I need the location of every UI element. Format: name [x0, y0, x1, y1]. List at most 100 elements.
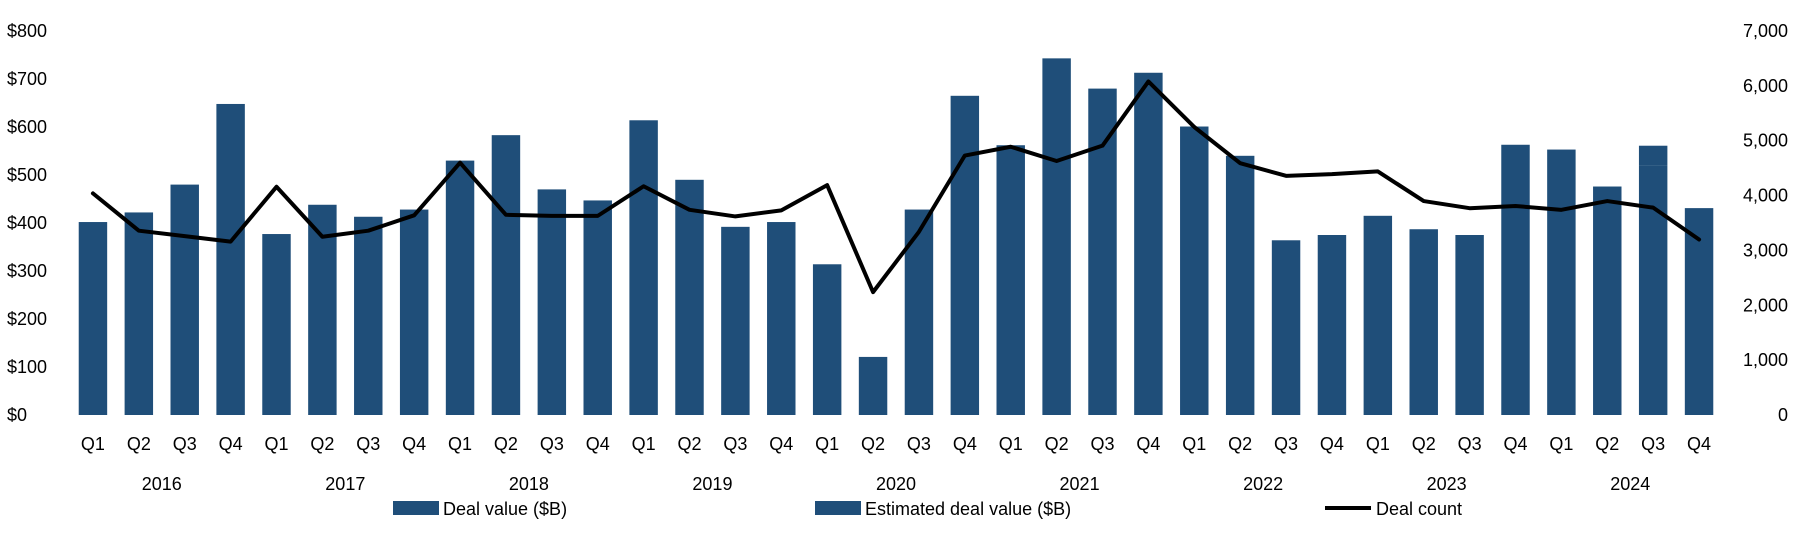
bar-deal-value — [1638, 165, 1668, 415]
year-labels: 2016 2017 2018 2019 2020 2021 2022 2023 2024 — [142, 474, 1650, 494]
bar-deal-value — [767, 222, 796, 415]
bar-deal-value — [1271, 240, 1301, 415]
x-tick-label: Q4 — [1320, 434, 1344, 454]
y2-tick-label: 5,000 — [1743, 131, 1788, 151]
year-label: 2023 — [1427, 474, 1467, 494]
legend-label-deal-value: Deal value ($B) — [443, 499, 567, 519]
x-tick-label: Q4 — [1503, 434, 1527, 454]
bar-deal-value — [904, 209, 934, 415]
bar-deal-value — [491, 135, 521, 415]
x-tick-label: Q2 — [1045, 434, 1069, 454]
year-label: 2021 — [1060, 474, 1100, 494]
legend-swatch-estimated-deal-value — [815, 501, 861, 515]
x-tick-label: Q4 — [769, 434, 793, 454]
bar-deal-value — [1363, 215, 1393, 415]
bar-deal-value — [1684, 208, 1714, 415]
x-tick-label: Q2 — [1228, 434, 1252, 454]
quarter-labels: Q1 Q2 Q3 Q4 Q1 Q2 Q3 Q4 Q1 Q2 Q3 Q4 Q1 Q2 Q3 Q4 Q1 Q2 Q3 Q4… — [81, 434, 1711, 454]
x-tick-label: Q1 — [81, 434, 105, 454]
bar-deal-value — [1455, 235, 1484, 415]
x-tick-label: Q2 — [494, 434, 518, 454]
x-tick-label: Q3 — [1090, 434, 1114, 454]
x-tick-label: Q4 — [1136, 434, 1160, 454]
bar-deal-value — [1225, 155, 1255, 416]
x-tick-label: Q4 — [586, 434, 610, 454]
bar-deal-value — [1593, 186, 1622, 415]
x-tick-label: Q2 — [127, 434, 151, 454]
bar-deal-value — [1134, 72, 1163, 415]
bar-deal-value — [1180, 126, 1209, 416]
x-tick-label: Q4 — [219, 434, 243, 454]
line-layer — [90, 79, 1702, 295]
bar-deal-value — [262, 234, 291, 415]
right-axis-ticks: 0 1,000 2,000 3,000 4,000 5,000 6,000 7,000 — [1743, 21, 1788, 425]
bar-deal-value — [78, 222, 108, 415]
bar-deal-value — [1547, 149, 1576, 415]
x-tick-label: Q3 — [540, 434, 564, 454]
year-label: 2018 — [509, 474, 549, 494]
bar-deal-value — [308, 204, 337, 415]
y-tick-label: $100 — [7, 357, 47, 377]
bar-deal-value — [996, 145, 1025, 416]
year-label: 2017 — [325, 474, 365, 494]
bar-deal-value — [858, 356, 888, 415]
x-tick-label: Q1 — [448, 434, 472, 454]
year-label: 2016 — [142, 474, 182, 494]
x-tick-label: Q1 — [1549, 434, 1573, 454]
y-tick-label: $0 — [7, 405, 27, 425]
bar-deal-value — [583, 200, 612, 415]
legend: Deal value ($B) Estimated deal value ($B… — [393, 499, 1462, 519]
bar-deal-value — [812, 264, 842, 415]
year-label: 2024 — [1610, 474, 1650, 494]
y2-tick-label: 2,000 — [1743, 295, 1788, 315]
x-tick-label: Q3 — [1274, 434, 1298, 454]
x-tick-label: Q2 — [1412, 434, 1436, 454]
bar-deal-value — [354, 216, 383, 415]
line-deal-count — [90, 79, 1702, 295]
x-tick-label: Q3 — [356, 434, 380, 454]
bar-deal-value — [445, 160, 475, 415]
y-tick-label: $700 — [7, 69, 47, 89]
bar-deal-value — [950, 95, 980, 416]
x-tick-label: Q3 — [723, 434, 747, 454]
x-tick-label: Q4 — [953, 434, 977, 454]
x-tick-label: Q1 — [1182, 434, 1206, 454]
x-tick-label: Q1 — [1366, 434, 1390, 454]
x-tick-label: Q3 — [907, 434, 931, 454]
x-tick-label: Q1 — [999, 434, 1023, 454]
x-tick-label: Q1 — [264, 434, 288, 454]
bar-deal-value — [399, 209, 429, 415]
bar-deal-value — [1317, 235, 1347, 415]
y2-tick-label: 4,000 — [1743, 186, 1788, 206]
bar-deal-value — [675, 179, 704, 415]
y-tick-label: $800 — [7, 21, 47, 41]
x-tick-label: Q3 — [173, 434, 197, 454]
bar-deal-value — [1501, 144, 1530, 415]
x-tick-label: Q2 — [310, 434, 334, 454]
legend-swatch-deal-value — [393, 501, 439, 515]
legend-label-estimated-deal-value: Estimated deal value ($B) — [865, 499, 1071, 519]
year-label: 2019 — [692, 474, 732, 494]
x-tick-label: Q2 — [861, 434, 885, 454]
bar-deal-value — [1088, 88, 1117, 415]
bar-deal-value — [537, 189, 567, 415]
year-label: 2020 — [876, 474, 916, 494]
y2-tick-label: 1,000 — [1743, 350, 1788, 370]
bar-deal-value — [216, 103, 245, 416]
y2-tick-label: 3,000 — [1743, 240, 1788, 260]
legend-label-deal-count: Deal count — [1376, 499, 1462, 519]
x-tick-label: Q1 — [632, 434, 656, 454]
x-tick-label: Q4 — [402, 434, 426, 454]
y-tick-label: $400 — [7, 213, 47, 233]
x-tick-label: Q1 — [815, 434, 839, 454]
bar-deal-value — [1409, 229, 1438, 415]
x-tick-label: Q3 — [1458, 434, 1482, 454]
bar-deal-value — [124, 212, 154, 415]
x-tick-label: Q2 — [677, 434, 701, 454]
left-axis-ticks: $0 $100 $200 $300 $400 $500 $600 $700 $800 — [7, 21, 47, 425]
bar-deal-value — [1042, 58, 1071, 416]
y-tick-label: $300 — [7, 261, 47, 281]
bar-deal-value — [629, 120, 658, 415]
x-tick-label: Q2 — [1595, 434, 1619, 454]
